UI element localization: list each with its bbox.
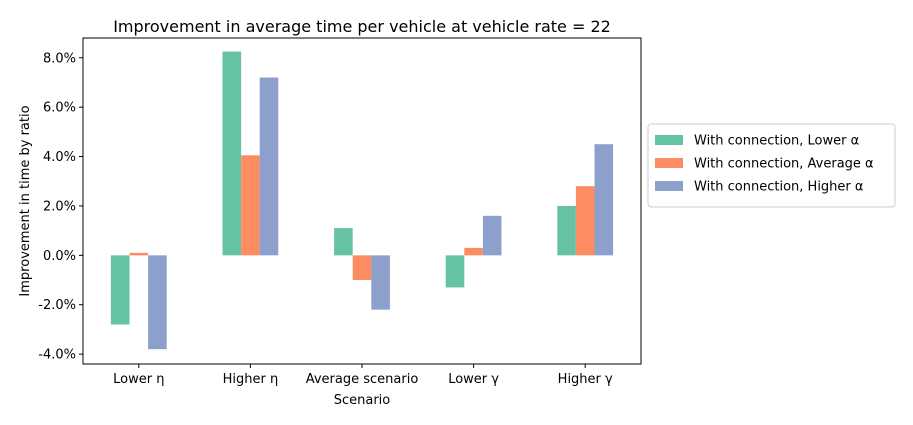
legend-swatch [655,181,683,191]
bar [557,205,576,256]
legend-swatch [655,158,683,168]
y-tick-label: 2.0% [43,199,76,214]
legend-label: With connection, Lower α [694,134,859,149]
x-tick-label: Higher γ [558,372,613,387]
bars-layer [110,51,614,350]
bar [575,186,595,256]
bar [445,255,465,288]
y-axis: -4.0% -2.0% 0.0% 2.0% 4.0% 6.0% 8.0% [38,51,83,363]
bar [148,255,167,350]
x-tick-label: Higher η [223,372,279,387]
legend-swatch [655,135,683,145]
y-tick-label: -2.0% [38,298,76,313]
y-tick-label: 0.0% [43,249,76,264]
bar [129,252,149,256]
x-tick-label: Lower γ [448,372,499,387]
chart-title: Improvement in average time per vehicle … [113,17,611,36]
legend-frame [647,123,896,208]
y-tick-label: 4.0% [43,150,76,165]
bar [259,77,279,256]
legend-label: With connection, Higher α [694,180,863,195]
y-tick-label: -4.0% [38,348,76,363]
bar [222,51,242,256]
bar [352,255,372,281]
y-tick-label: 6.0% [43,101,76,116]
bar [334,228,353,256]
x-axis-label: Scenario [334,393,391,408]
bar [464,247,483,256]
bar [110,255,130,325]
legend: With connection, Lower α With connection,… [647,123,896,208]
bar [241,155,260,256]
x-axis: Lower η Higher η Average scenario Lower γ Hi… [113,364,613,387]
bar [371,255,390,310]
x-tick-label: Lower η [113,372,164,387]
x-tick-label: Average scenario [306,372,419,387]
y-axis-label: Improvement in time by ratio [18,105,33,296]
legend-label: With connection, Average α [694,157,874,172]
bar [482,215,502,256]
y-tick-label: 8.0% [43,51,76,66]
bar [594,144,614,256]
